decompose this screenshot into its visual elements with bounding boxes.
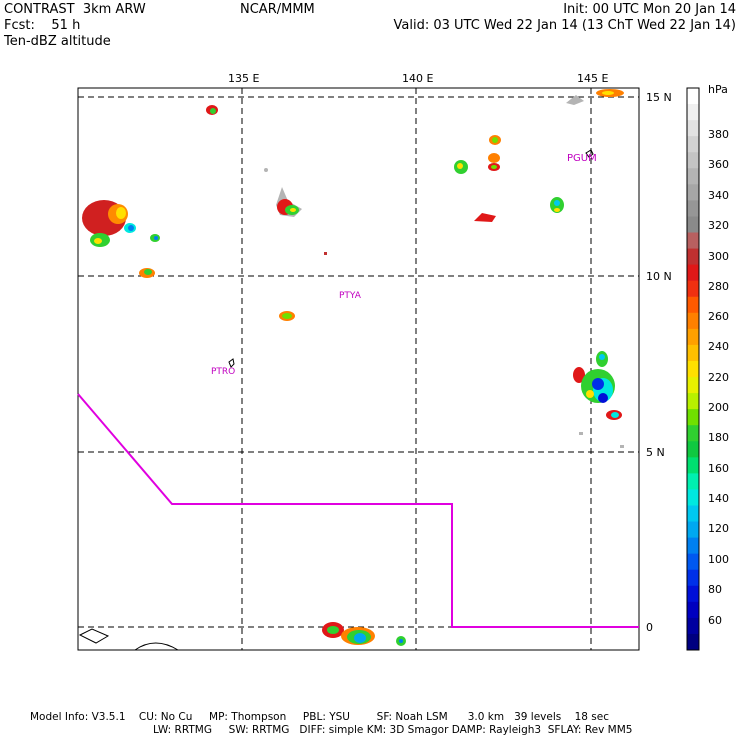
eez-boundary-line: [77, 393, 639, 628]
map-figure: 135 E 140 E 145 E 15 N 10 N 5 N 0 PGUM P…: [77, 72, 729, 651]
coastline-new-guinea-west: [78, 628, 110, 644]
colorbar-label: 340: [708, 189, 729, 202]
station-ptro: PTRO: [211, 367, 235, 377]
colorbar-unit: hPa: [708, 83, 728, 96]
echo-south: [322, 622, 406, 646]
colorbar-swatch: [687, 393, 699, 410]
echo-east-cluster: [573, 351, 624, 448]
colorbar-swatch: [687, 633, 699, 651]
lat-label-15n: 15 N: [646, 91, 672, 104]
echo-central: [264, 168, 327, 255]
colorbar-swatch: [687, 200, 699, 217]
echo-west-cell: [82, 200, 160, 247]
colorbar-label: 100: [708, 553, 729, 566]
colorbar-swatch: [687, 441, 699, 458]
station-pgum: PGUM: [567, 153, 597, 164]
organization: NCAR/MMM: [240, 2, 315, 17]
lon-label-145e: 145 E: [577, 72, 608, 85]
colorbar-label: 240: [708, 340, 729, 353]
echo-west-small: [139, 105, 295, 321]
colorbar-swatch: [687, 296, 699, 314]
colorbar-label: 60: [708, 614, 722, 627]
colorbar-swatch: [687, 457, 699, 474]
colorbar-swatch: [687, 344, 699, 362]
colorbar-swatch: [687, 216, 699, 234]
colorbar-swatch: [687, 377, 699, 394]
colorbar-swatch: [687, 152, 699, 169]
graticule: [78, 88, 639, 650]
colorbar-label: 160: [708, 462, 729, 475]
colorbar-swatch: [687, 521, 699, 539]
colorbar-label: 200: [708, 401, 729, 414]
colorbar-swatch: [687, 553, 699, 571]
colorbar-swatch: [687, 585, 699, 603]
coastline-palau: [228, 358, 235, 368]
model-title: CONTRAST 3km ARW: [4, 2, 146, 17]
colorbar-label: 380: [708, 128, 729, 141]
colorbar-swatch: [687, 425, 699, 442]
colorbar-swatch: [687, 617, 699, 635]
map-frame: [77, 87, 640, 651]
colorbar-label: 140: [708, 492, 729, 505]
colorbar-label: 220: [708, 371, 729, 384]
colorbar-swatch: [687, 184, 699, 201]
colorbar-swatch: [687, 505, 699, 523]
lon-label-140e: 140 E: [402, 72, 433, 85]
colorbar-swatch: [687, 409, 699, 426]
lat-label-5n: 5 N: [646, 446, 665, 459]
colorbar-swatch: [687, 473, 699, 490]
radar-echoes: [82, 89, 624, 646]
colorbar-frame: [686, 87, 700, 651]
colorbar-label: 120: [708, 522, 729, 535]
colorbar-swatch: [687, 312, 699, 330]
colorbar-swatch: [687, 328, 699, 346]
colorbar-swatch: [687, 104, 699, 121]
colorbar-label: 300: [708, 250, 729, 263]
colorbar-swatch: [687, 232, 699, 250]
colorbar-label: 180: [708, 431, 729, 444]
colorbar-label: 80: [708, 583, 722, 596]
colorbar-swatch: [687, 489, 699, 506]
colorbar-label: 280: [708, 280, 729, 293]
init-time: Init: 00 UTC Mon 20 Jan 14: [563, 2, 736, 17]
colorbar-swatch: [687, 88, 699, 105]
colorbar-label: 360: [708, 158, 729, 171]
echo-northeast: [566, 89, 624, 105]
colorbar-swatch: [687, 569, 699, 587]
lat-label-10n: 10 N: [646, 270, 672, 283]
forecast-hour: Fcst: 51 h: [4, 18, 81, 33]
colorbar-swatch: [687, 136, 699, 153]
colorbar-swatch: [687, 168, 699, 185]
colorbar-swatch: [687, 280, 699, 298]
lon-label-135e: 135 E: [228, 72, 259, 85]
footer-physics-info: LW: RRTMG SW: RRTMG DIFF: simple KM: 3D …: [153, 724, 633, 736]
colorbar: [686, 87, 700, 651]
colorbar-swatch: [687, 537, 699, 555]
lat-label-0: 0: [646, 621, 653, 634]
coastlines: [78, 149, 594, 651]
colorbar-labels: 380 360 340 320 300 280 260 240 220 200 …: [708, 128, 729, 627]
echo-north-central: [454, 135, 564, 222]
colorbar-swatch: [687, 601, 699, 619]
colorbar-label: 260: [708, 310, 729, 323]
coastline-new-guinea: [134, 642, 179, 651]
colorbar-label: 320: [708, 219, 729, 232]
field-name: Ten-dBZ altitude: [4, 34, 111, 49]
footer-model-info: Model Info: V3.5.1 CU: No Cu MP: Thompso…: [30, 711, 609, 723]
colorbar-swatch: [687, 264, 699, 282]
colorbar-swatch: [687, 360, 699, 378]
station-ptya: PTYA: [339, 291, 362, 301]
valid-time: Valid: 03 UTC Wed 22 Jan 14 (13 ChT Wed …: [393, 18, 736, 33]
coastline-guam: [585, 149, 594, 158]
colorbar-swatch: [687, 248, 699, 266]
colorbar-swatch: [687, 120, 699, 137]
